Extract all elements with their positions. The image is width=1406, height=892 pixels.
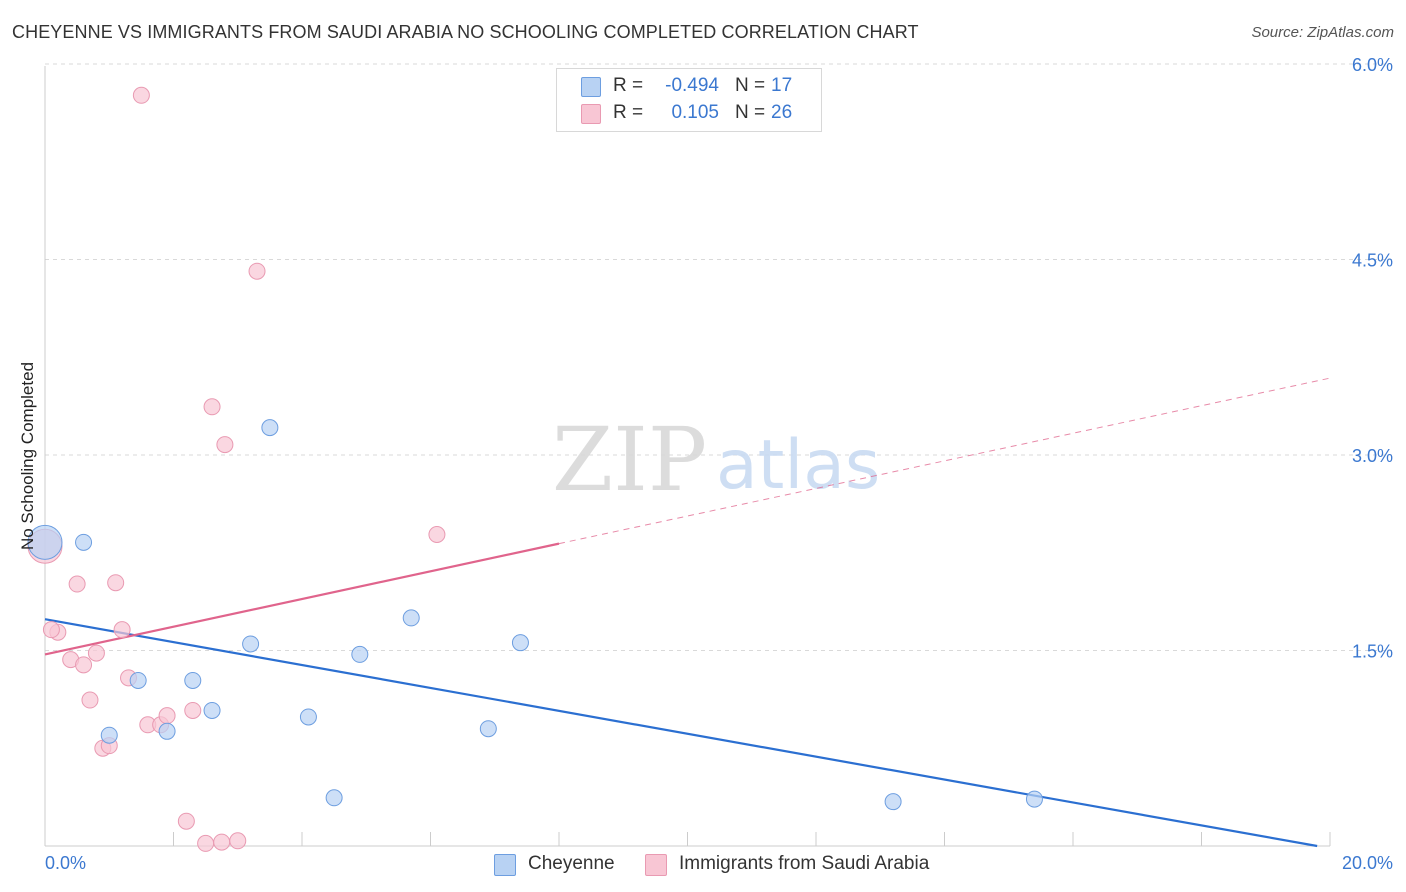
saudi-point: [42, 621, 60, 639]
cheyenne-point: [129, 671, 147, 689]
watermark-zip: ZIP: [552, 408, 707, 511]
cheyenne-point: [884, 793, 902, 811]
saudi-point: [184, 701, 202, 719]
bottom-legend-swatch-pink: [645, 854, 667, 876]
cheyenne-point: [100, 726, 118, 744]
cheyenne-trend-line: [44, 618, 1318, 848]
cheyenne-point: [479, 720, 497, 738]
legend-r-label: R =: [613, 75, 644, 96]
saudi-point: [248, 262, 266, 280]
legend-n-label: N =: [735, 75, 766, 96]
bottom-legend-swatch-blue: [494, 854, 516, 876]
source-label: Source: ZipAtlas.com: [1251, 24, 1394, 41]
cheyenne-point: [261, 419, 279, 437]
cheyenne-point: [402, 609, 420, 627]
saudi-point: [229, 832, 247, 850]
legend-swatch-blue: [581, 77, 601, 97]
saudi-point: [197, 834, 215, 852]
saudi-point: [107, 574, 125, 592]
cheyenne-point: [203, 701, 221, 719]
bottom-legend-label: Immigrants from Saudi Arabia: [679, 853, 930, 874]
y-tick-label: 1.5%: [1352, 642, 1393, 662]
y-tick-label: 4.5%: [1352, 251, 1393, 271]
cheyenne-point: [325, 789, 343, 807]
legend-n-label: N =: [735, 102, 766, 123]
cheyenne-point: [1025, 790, 1043, 808]
saudi-point: [177, 812, 195, 830]
saudi-point: [75, 656, 93, 674]
legend-swatch-pink: [581, 104, 601, 124]
saudi-point: [68, 575, 86, 593]
y-axis-label: No Schooling Completed: [18, 361, 37, 551]
watermark: ZIP atlas: [552, 408, 880, 511]
cheyenne-point: [158, 722, 176, 740]
saudi-point: [213, 833, 231, 851]
y-tick-label: 6.0%: [1352, 55, 1393, 75]
axes: [44, 66, 1331, 847]
y-tick-label: 3.0%: [1352, 446, 1393, 466]
tick-labels: 1.5% 3.0% 4.5% 6.0% 0.0% 20.0%: [45, 55, 1393, 873]
legend-r-value: -0.494: [665, 75, 719, 96]
legend-r-value: 0.105: [671, 102, 719, 123]
trend-lines: [44, 377, 1331, 848]
saudi-point: [132, 86, 150, 104]
saudi-point: [87, 644, 105, 662]
cheyenne-point: [184, 671, 202, 689]
bottom-legend-label: Cheyenne: [528, 853, 615, 874]
grid-lines: [45, 63, 1392, 651]
x-tick-label: 20.0%: [1342, 853, 1393, 873]
cheyenne-point: [242, 635, 260, 653]
legend-n-value: 17: [771, 75, 793, 96]
cheyenne-point: [299, 708, 317, 726]
saudi-point: [113, 621, 131, 639]
watermark-atlas: atlas: [716, 426, 880, 505]
saudi-point: [81, 691, 99, 709]
correlation-legend: R = -0.494 N = 17 R = 0.105 N = 26: [556, 68, 822, 132]
saudi-point: [428, 526, 446, 544]
chart-title: CHEYENNE VS IMMIGRANTS FROM SAUDI ARABIA…: [12, 22, 919, 42]
data-points: [27, 86, 1043, 852]
saudi-point: [203, 398, 221, 416]
legend-r-label: R =: [613, 102, 644, 123]
saudi-point: [216, 436, 234, 454]
legend-n-value: 26: [771, 102, 793, 123]
x-tick-label: 0.0%: [45, 853, 86, 873]
saudi-point: [158, 707, 176, 725]
saudi-trend-line: [44, 542, 560, 656]
cheyenne-point: [27, 524, 63, 560]
cheyenne-point: [511, 634, 529, 652]
cheyenne-point: [351, 645, 369, 663]
cheyenne-point: [75, 533, 93, 551]
